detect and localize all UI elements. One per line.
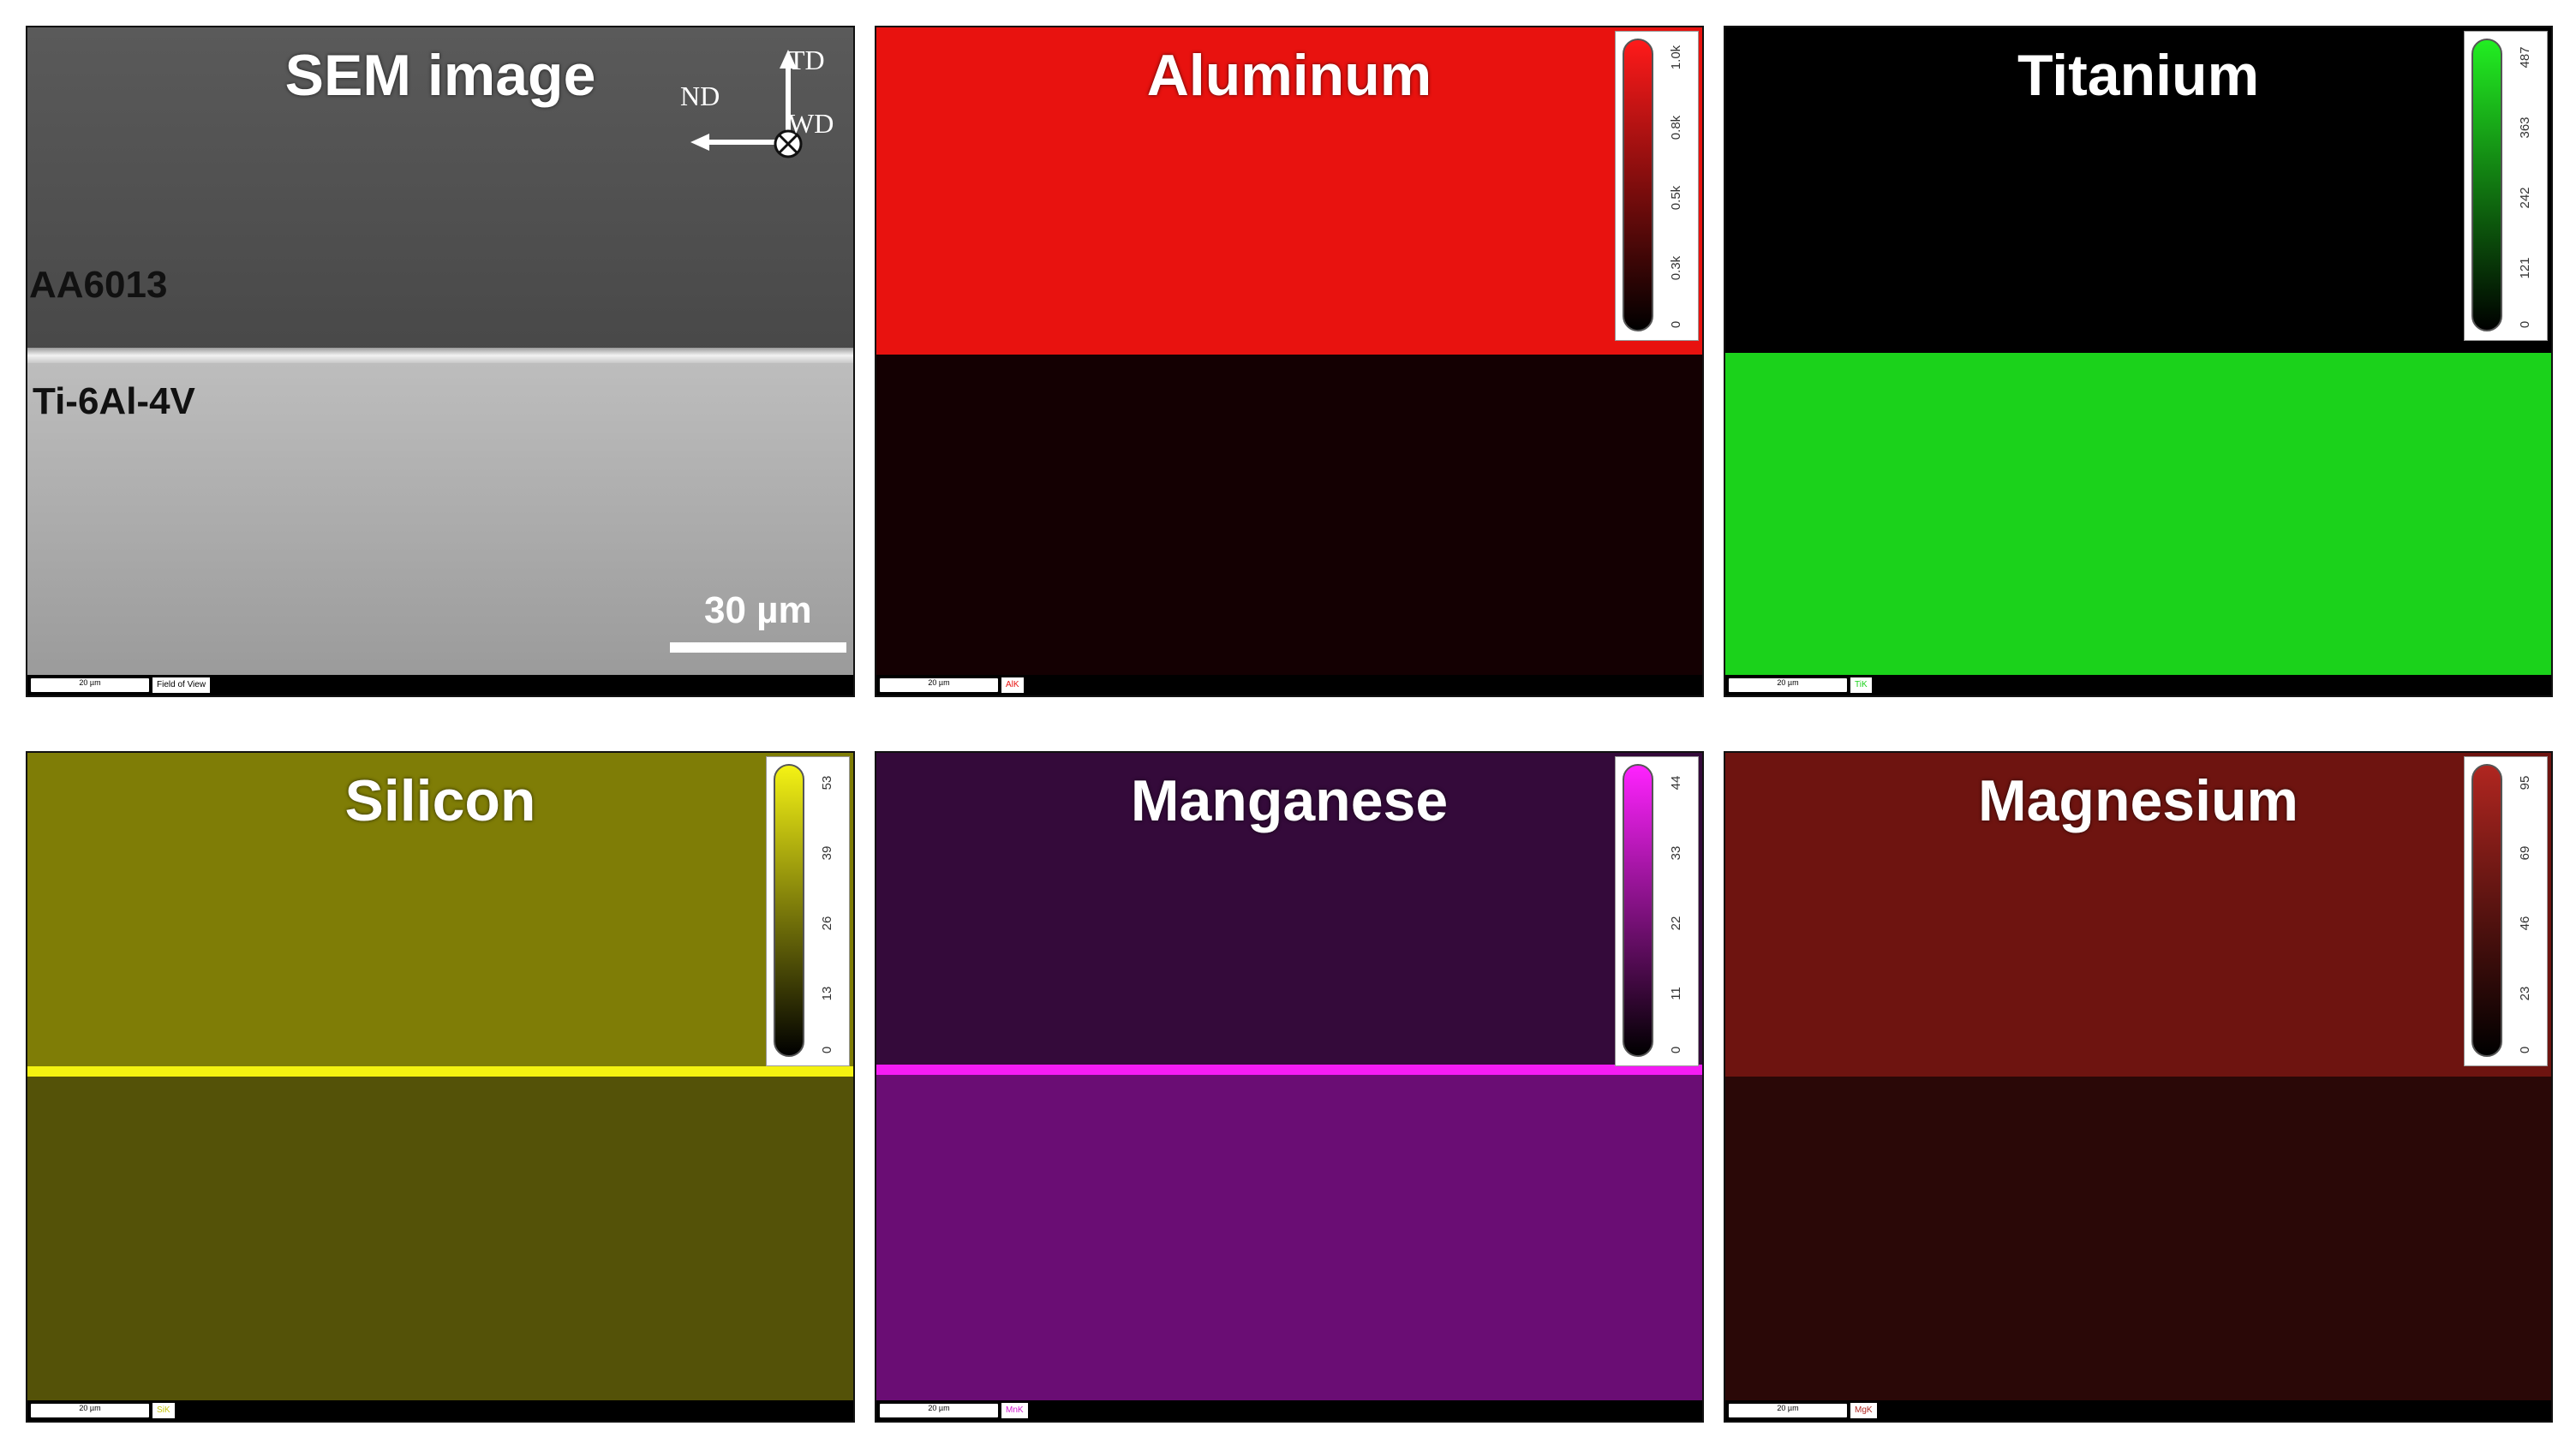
footer-tag: MnK — [1001, 1403, 1028, 1418]
intensity-scale: 1.0k 0.8k 0.5k 0.3k 0 — [1615, 31, 1699, 341]
map-bottom-region — [1725, 1077, 2551, 1400]
footer-tag: SiK — [152, 1403, 175, 1418]
scale-tick: 44 — [1669, 775, 1683, 791]
scale-tick: 1.0k — [1669, 45, 1683, 70]
manganese-panel: Manganese 44 33 22 11 0 20 µm MnK — [875, 751, 1704, 1423]
td-label: TD — [788, 45, 825, 75]
footer-scale-bar: 20 µm — [1729, 1404, 1847, 1417]
sem-ti64-region — [27, 363, 853, 675]
scale-tick: 53 — [820, 775, 834, 791]
intensity-gradient — [2471, 764, 2502, 1057]
scale-tick: 0.5k — [1669, 185, 1683, 211]
silicon-panel: Silicon 53 39 26 13 0 20 µm SiK — [26, 751, 855, 1423]
map-bottom-region — [27, 1077, 853, 1400]
scale-tick: 26 — [820, 916, 834, 931]
intensity-scale: 44 33 22 11 0 — [1615, 756, 1699, 1066]
intensity-gradient — [774, 764, 804, 1057]
panel-title: Magnesium — [1977, 768, 2299, 833]
intensity-scale: 53 39 26 13 0 — [766, 756, 850, 1066]
map-top-region — [876, 27, 1702, 355]
scale-tick: 69 — [2518, 845, 2532, 861]
scale-tick: 487 — [2518, 46, 2532, 69]
panel-title: Aluminum — [1146, 43, 1432, 108]
titanium-panel: Titanium 487 363 242 121 0 20 µm TiK — [1724, 26, 2553, 697]
map-top-region — [1725, 753, 2551, 1077]
scale-tick: 0.8k — [1669, 115, 1683, 140]
intensity-scale: 487 363 242 121 0 — [2464, 31, 2548, 341]
scale-tick: 0 — [820, 1046, 834, 1054]
panel-footer: 20 µm AlK — [876, 675, 1702, 695]
footer-tag: TiK — [1850, 677, 1872, 693]
ti64-label: Ti-6Al-4V — [33, 380, 195, 422]
intensity-scale: 95 69 46 23 0 — [2464, 756, 2548, 1066]
panel-title: Manganese — [1130, 768, 1449, 833]
footer-tag: MgK — [1850, 1403, 1877, 1418]
footer-tag: AlK — [1001, 677, 1024, 693]
scale-tick: 0 — [1669, 320, 1683, 329]
footer-scale-bar: 20 µm — [880, 678, 998, 692]
scale-tick: 0 — [2518, 320, 2532, 329]
footer-tag: Field of View — [152, 677, 211, 693]
map-bottom-region — [876, 355, 1702, 675]
scale-tick: 11 — [1669, 987, 1683, 1000]
scale-bar — [670, 642, 846, 653]
map-top-region — [27, 753, 853, 1073]
panel-footer: 20 µm SiK — [27, 1400, 853, 1421]
interface-segregation-line — [27, 1066, 853, 1077]
sem-interface-line — [27, 348, 853, 363]
scale-tick: 363 — [2518, 116, 2532, 139]
intensity-gradient — [2471, 39, 2502, 331]
map-top-region — [1725, 27, 2551, 353]
wd-label: WD — [788, 108, 834, 139]
scale-tick: 39 — [820, 845, 834, 861]
map-bottom-region — [1725, 353, 2551, 675]
panel-footer: 20 µm MnK — [876, 1400, 1702, 1421]
footer-scale-bar: 20 µm — [1729, 678, 1847, 692]
aa6013-label: AA6013 — [29, 264, 168, 306]
panel-footer: 20 µm TiK — [1725, 675, 2551, 695]
scale-tick: 242 — [2518, 187, 2532, 209]
sem-aa6013-region — [27, 27, 853, 358]
axis-indicator-icon — [690, 50, 803, 158]
scale-tick: 121 — [2518, 257, 2532, 279]
scale-tick: 95 — [2518, 775, 2532, 791]
footer-scale-bar: 20 µm — [31, 1404, 149, 1417]
intensity-gradient — [1623, 39, 1653, 331]
interface-segregation-line — [876, 1065, 1702, 1075]
nd-label: ND — [680, 81, 720, 111]
panel-title: SEM image — [284, 43, 596, 108]
sem-panel: SEM image AA6013 Ti-6Al-4V TD ND WD 30 µ… — [26, 26, 855, 697]
panel-footer: 20 µm Field of View — [27, 675, 853, 695]
scale-tick: 46 — [2518, 916, 2532, 931]
panel-title: Silicon — [344, 768, 536, 833]
scale-bar-label: 30 µm — [704, 589, 812, 631]
footer-scale-bar: 20 µm — [880, 1404, 998, 1417]
panel-title: Titanium — [2017, 43, 2260, 108]
scale-tick: 33 — [1669, 845, 1683, 861]
map-bottom-region — [876, 1075, 1702, 1400]
scale-tick: 22 — [1669, 916, 1683, 931]
scale-tick: 0 — [1669, 1046, 1683, 1054]
magnesium-panel: Magnesium 95 69 46 23 0 20 µm MgK — [1724, 751, 2553, 1423]
aluminum-panel: Aluminum 1.0k 0.8k 0.5k 0.3k 0 20 µm AlK — [875, 26, 1704, 697]
map-top-region — [876, 753, 1702, 1071]
panel-footer: 20 µm MgK — [1725, 1400, 2551, 1421]
intensity-gradient — [1623, 764, 1653, 1057]
footer-scale-bar: 20 µm — [31, 678, 149, 692]
scale-tick: 23 — [2518, 986, 2532, 1001]
scale-tick: 0.3k — [1669, 255, 1683, 281]
scale-tick: 0 — [2518, 1046, 2532, 1054]
scale-tick: 13 — [820, 986, 834, 1001]
